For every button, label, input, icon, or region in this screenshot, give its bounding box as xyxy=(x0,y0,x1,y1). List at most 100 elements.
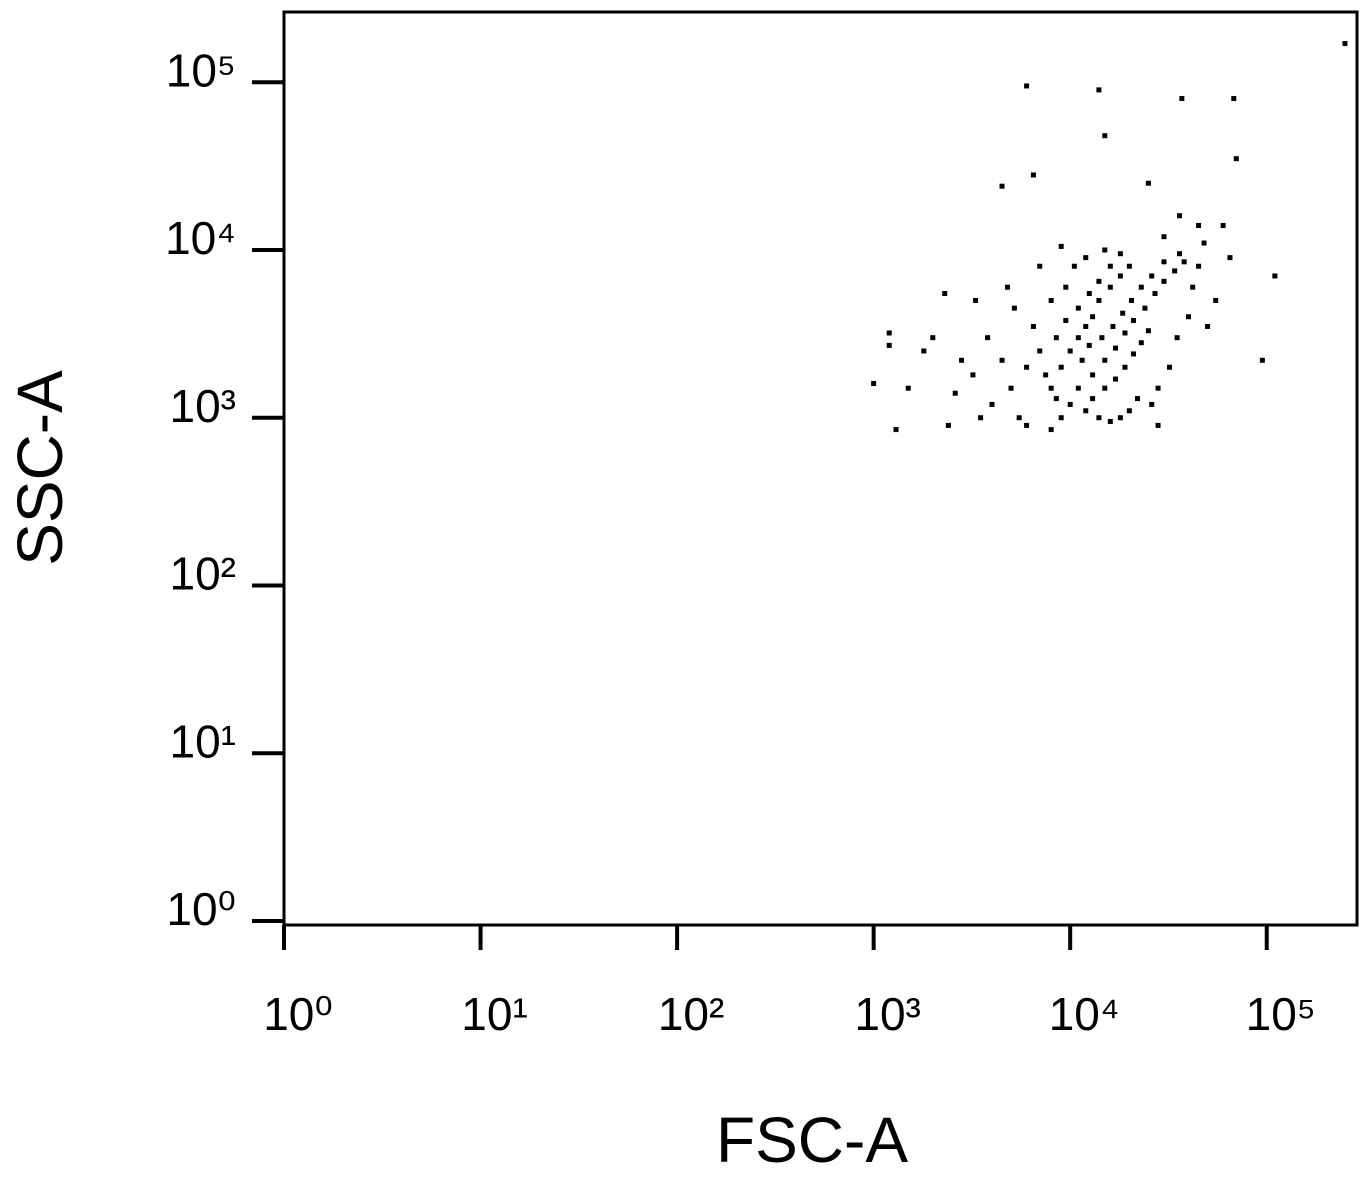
point xyxy=(1058,243,1064,249)
point xyxy=(1016,415,1022,421)
point xyxy=(1037,263,1043,269)
point xyxy=(1030,323,1036,329)
point xyxy=(1149,401,1155,407)
point xyxy=(1058,415,1064,421)
point xyxy=(1063,317,1069,323)
point xyxy=(1161,234,1167,240)
point xyxy=(921,348,927,354)
point xyxy=(1155,422,1161,428)
point xyxy=(1071,263,1077,269)
point xyxy=(1075,335,1081,341)
point xyxy=(1096,87,1102,93)
point xyxy=(1112,376,1118,382)
point xyxy=(1117,415,1123,421)
point xyxy=(1174,335,1180,341)
point xyxy=(1024,83,1030,89)
point xyxy=(1096,415,1102,421)
plot-frame xyxy=(282,10,1359,927)
point xyxy=(952,390,958,396)
point xyxy=(1079,357,1085,363)
point xyxy=(1067,401,1073,407)
point xyxy=(1053,335,1059,341)
point xyxy=(1083,323,1089,329)
point xyxy=(959,357,965,363)
point xyxy=(1142,305,1148,311)
y-tick-label: 10² xyxy=(170,548,236,600)
y-tick-label: 10⁵ xyxy=(166,44,236,96)
point xyxy=(1122,364,1128,370)
point xyxy=(1259,357,1265,363)
point xyxy=(1107,284,1113,290)
point xyxy=(1201,240,1207,246)
point xyxy=(1166,364,1172,370)
point xyxy=(1099,335,1105,341)
point xyxy=(1008,385,1014,391)
point xyxy=(1037,348,1043,354)
point xyxy=(1161,278,1167,284)
point xyxy=(1024,422,1030,428)
point xyxy=(1053,396,1059,402)
point xyxy=(1190,284,1196,290)
point xyxy=(1186,314,1192,320)
point xyxy=(999,183,1005,189)
point xyxy=(1083,408,1089,414)
y-tick-label: 10³ xyxy=(170,380,236,432)
point xyxy=(1149,273,1155,279)
point xyxy=(1048,427,1054,433)
point xyxy=(1090,314,1096,320)
point xyxy=(1126,263,1132,269)
x-tick-label: 10⁰ xyxy=(263,988,333,1040)
point xyxy=(886,342,892,348)
point xyxy=(1011,305,1017,311)
point xyxy=(1138,284,1144,290)
point xyxy=(970,372,976,378)
point xyxy=(1048,385,1054,391)
point xyxy=(1126,408,1132,414)
point xyxy=(1110,323,1116,329)
point xyxy=(1005,284,1011,290)
point xyxy=(1179,95,1185,101)
point xyxy=(1342,41,1348,47)
y-tick-label: 10⁰ xyxy=(166,883,236,935)
point xyxy=(1227,255,1233,261)
point xyxy=(985,335,991,341)
point xyxy=(1102,385,1108,391)
point xyxy=(1145,328,1151,334)
point xyxy=(978,415,984,421)
point xyxy=(1205,323,1211,329)
y-axis-title: SSC-A xyxy=(4,370,76,566)
point xyxy=(942,291,948,297)
point xyxy=(1131,317,1137,323)
point xyxy=(871,380,877,386)
point xyxy=(1177,213,1183,219)
point xyxy=(1086,342,1092,348)
point xyxy=(1090,396,1096,402)
point xyxy=(930,335,936,341)
point xyxy=(1075,305,1081,311)
point xyxy=(1196,222,1202,228)
point xyxy=(1272,273,1278,279)
point xyxy=(1172,268,1178,274)
point xyxy=(1213,297,1219,303)
point xyxy=(1177,251,1183,257)
point xyxy=(1233,156,1239,162)
point xyxy=(1122,330,1128,336)
point xyxy=(973,297,979,303)
point xyxy=(1196,263,1202,269)
point xyxy=(1128,297,1134,303)
point xyxy=(1131,351,1137,357)
point xyxy=(1075,385,1081,391)
x-axis-title: FSC-A xyxy=(716,1104,908,1176)
point xyxy=(893,427,899,433)
point xyxy=(1155,385,1161,391)
point xyxy=(1134,396,1140,402)
point xyxy=(1145,180,1151,186)
x-tick-label: 10⁴ xyxy=(1049,988,1120,1040)
point xyxy=(1083,255,1089,261)
point xyxy=(1067,348,1073,354)
point xyxy=(999,357,1005,363)
point xyxy=(1030,172,1036,178)
point xyxy=(1063,284,1069,290)
point xyxy=(1161,259,1167,265)
